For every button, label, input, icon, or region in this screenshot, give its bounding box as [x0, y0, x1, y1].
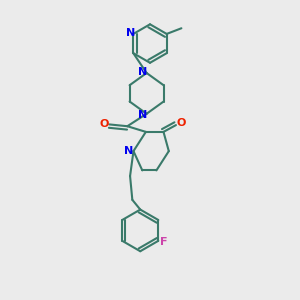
Text: N: N [126, 28, 136, 38]
Text: N: N [138, 67, 147, 77]
Text: O: O [176, 118, 186, 128]
Text: F: F [160, 237, 168, 247]
Text: O: O [100, 119, 109, 129]
Text: N: N [138, 110, 147, 120]
Text: N: N [124, 146, 133, 156]
